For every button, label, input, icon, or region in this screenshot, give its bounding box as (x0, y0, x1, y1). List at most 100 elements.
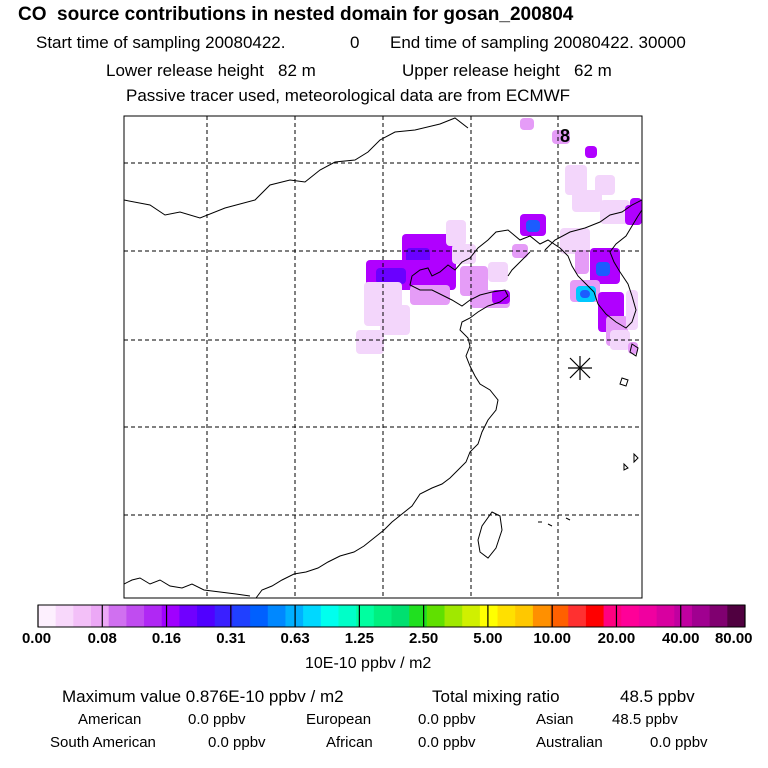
colorbar-swatch (462, 605, 481, 627)
plume-cell (585, 146, 597, 158)
colorbar-swatch (108, 605, 127, 627)
colorbar-swatch (267, 605, 286, 627)
plume-cell (560, 228, 590, 254)
map-frame (123, 115, 643, 599)
colorbar-swatch (320, 605, 339, 627)
colorbar-swatch (426, 605, 446, 627)
colorbar-tick-label: 0.08 (87, 630, 117, 647)
grid-lines (124, 116, 642, 598)
region-value: 0.0 ppbv (650, 734, 708, 751)
southwest-coast-line (124, 577, 251, 597)
colorbar-swatch (497, 605, 516, 627)
korea-coastline (559, 209, 642, 329)
colorbar-swatch (373, 605, 392, 627)
colorbar-swatch (585, 605, 605, 627)
colorbar-tick-label: 0.63 (280, 630, 310, 647)
colorbar-swatch (568, 605, 587, 627)
start-time-label: Start time of sampling 20080422. (36, 33, 286, 52)
northern-border-line (124, 117, 469, 219)
upper-release-height: Upper release height 62 m (402, 61, 612, 80)
plume-cell (460, 266, 488, 296)
colorbar-tick-label: 0.31 (216, 630, 246, 647)
start-time-value: 0 (350, 33, 360, 52)
region-name: South American (50, 734, 156, 751)
japan-fragment-1 (629, 343, 639, 357)
coastlines (124, 117, 642, 598)
colorbar-swatch (144, 605, 163, 627)
japan-fragment-4 (623, 462, 629, 471)
colorbar-swatch (356, 605, 375, 627)
total-mixing-label: Total mixing ratio (432, 687, 560, 706)
map-marker-label: 8 (560, 126, 570, 146)
colorbar-swatch (38, 605, 57, 627)
colorbar-swatch (91, 605, 110, 627)
colorbar-tick-label: 1.25 (344, 630, 374, 647)
plume-cell (452, 244, 476, 264)
small-islands (538, 517, 571, 527)
plume-cell (526, 220, 540, 232)
colorbar-tick-label: 20.00 (597, 630, 636, 647)
colorbar-tick-label: 0.16 (151, 630, 182, 647)
region-name: African (326, 734, 373, 751)
plume-cell (380, 305, 410, 335)
taiwan-island (477, 511, 503, 559)
plume-cell (552, 130, 570, 144)
colorbar-swatch (126, 605, 145, 627)
plume-cell (492, 290, 510, 304)
region-name: Australian (536, 734, 603, 751)
plume-cell (446, 220, 466, 246)
colorbar-swatch (391, 605, 410, 627)
region-name: Asian (536, 711, 574, 728)
colorbar-swatch (197, 605, 216, 627)
china-coastline (255, 229, 561, 598)
region-value: 0.0 ppbv (418, 734, 476, 751)
total-mixing-value: 48.5 ppbv (620, 687, 695, 706)
japan-fragment-2 (619, 377, 629, 387)
colorbar-swatch (638, 605, 658, 627)
colorbar-swatch (73, 605, 92, 627)
plume-cell (630, 198, 642, 210)
region-value: 0.0 ppbv (208, 734, 266, 751)
plume-cell (572, 190, 602, 212)
plume-cell (610, 330, 630, 350)
colorbar-frame (37, 604, 746, 628)
colorbar-swatch (338, 605, 357, 627)
colorbar-tick-label: 0.00 (21, 630, 52, 647)
region-value: 0.0 ppbv (418, 711, 476, 728)
japan-fragment-3 (633, 452, 639, 464)
colorbar-tick-label: 2.50 (409, 630, 439, 647)
map-title: CO source contributions in nested domain… (18, 4, 574, 25)
station-marker (568, 356, 592, 380)
colorbar-swatch (603, 605, 622, 627)
colorbar-swatch (232, 605, 251, 627)
plume-cell (488, 262, 508, 282)
colorbar-swatch (656, 605, 675, 627)
plume-cell (575, 250, 589, 274)
colorbar-swatch (161, 605, 180, 627)
region-value: 48.5 ppbv (612, 711, 678, 728)
region-name: American (78, 711, 142, 728)
colorbar-swatch (674, 605, 693, 627)
colorbar (37, 604, 746, 628)
colorbar-swatch (515, 605, 534, 627)
colorbar-swatch (691, 605, 711, 627)
colorbar-swatch (214, 605, 233, 627)
plume-cell (596, 262, 610, 276)
colorbar-unit: 10E-10 ppbv / m2 (305, 655, 432, 672)
plume-cell (595, 175, 615, 195)
tracer-note: Passive tracer used, meteorological data… (126, 86, 571, 105)
colorbar-swatch (303, 605, 322, 627)
liaodong-coast (507, 251, 531, 277)
colorbar-swatch (444, 605, 463, 627)
northeast-border-line (544, 199, 642, 251)
plume-cell (580, 290, 590, 298)
plume-cell (626, 290, 638, 330)
plume-cell (520, 118, 534, 130)
plume-cell (565, 165, 587, 195)
colorbar-swatch (727, 605, 746, 627)
colorbar-tick-label: 80.00 (714, 630, 753, 647)
colorbar-swatch (550, 605, 569, 627)
colorbar-swatch (55, 605, 74, 627)
maximum-value: Maximum value 0.876E-10 ppbv / m2 (62, 687, 344, 706)
colorbar-swatch (621, 605, 640, 627)
